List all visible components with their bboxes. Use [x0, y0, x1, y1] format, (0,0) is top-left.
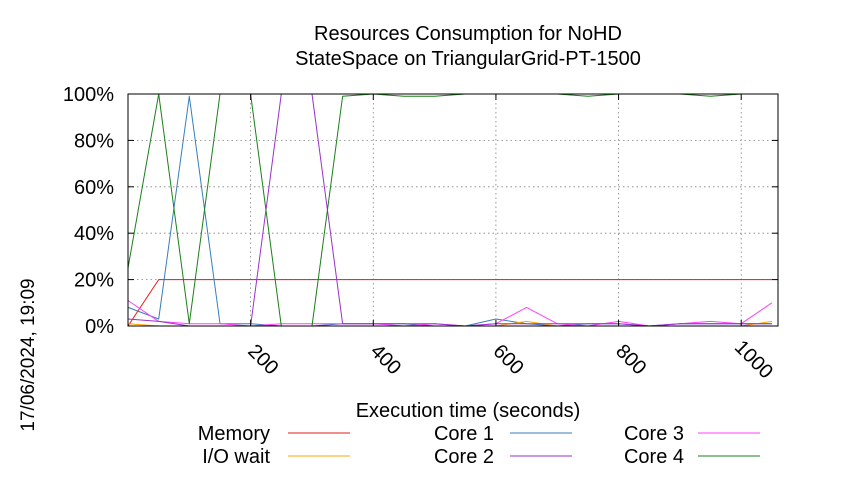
x-tick-label: 400: [366, 340, 405, 379]
legend-label-i-o-wait: I/O wait: [202, 446, 270, 468]
y-tick-label: 80%: [74, 130, 114, 152]
chart-subtitle: StateSpace on TriangularGrid-PT-1500: [295, 48, 641, 70]
x-tick-label: 600: [489, 340, 528, 379]
series-line-core-3: [127, 300, 773, 327]
series-lines: [127, 93, 773, 327]
series-line-core-1: [127, 95, 772, 327]
y-tick-label: 0%: [85, 316, 114, 338]
x-tick-label: 1000: [730, 336, 777, 383]
legend-label-core-3: Core 3: [624, 423, 684, 445]
legend: Memory Core 1 Core 3 I/O wait Core 2 Core 4: [198, 423, 760, 468]
y-tick-label: 40%: [74, 223, 114, 245]
y-tick-label: 100%: [63, 84, 114, 106]
grid: [128, 93, 778, 326]
series-line-memory: [127, 279, 772, 327]
legend-label-memory: Memory: [198, 423, 270, 445]
legend-label-core-4: Core 4: [624, 446, 684, 468]
legend-label-core-1: Core 1: [434, 423, 494, 445]
x-axis-label: Execution time (seconds): [356, 400, 581, 422]
y-tick-label: 60%: [74, 177, 114, 199]
series-line-core-2: [127, 93, 772, 327]
timestamp-label: 17/06/2024, 19:09: [18, 278, 39, 431]
x-tick-label: 200: [243, 340, 282, 379]
x-tick-label: 800: [611, 340, 650, 379]
y-tick-label: 20%: [74, 270, 114, 292]
legend-label-core-2: Core 2: [434, 446, 494, 468]
chart-title: Resources Consumption for NoHD: [314, 23, 622, 45]
plot-frame: [127, 93, 779, 327]
series-line-core-4: [127, 93, 772, 327]
